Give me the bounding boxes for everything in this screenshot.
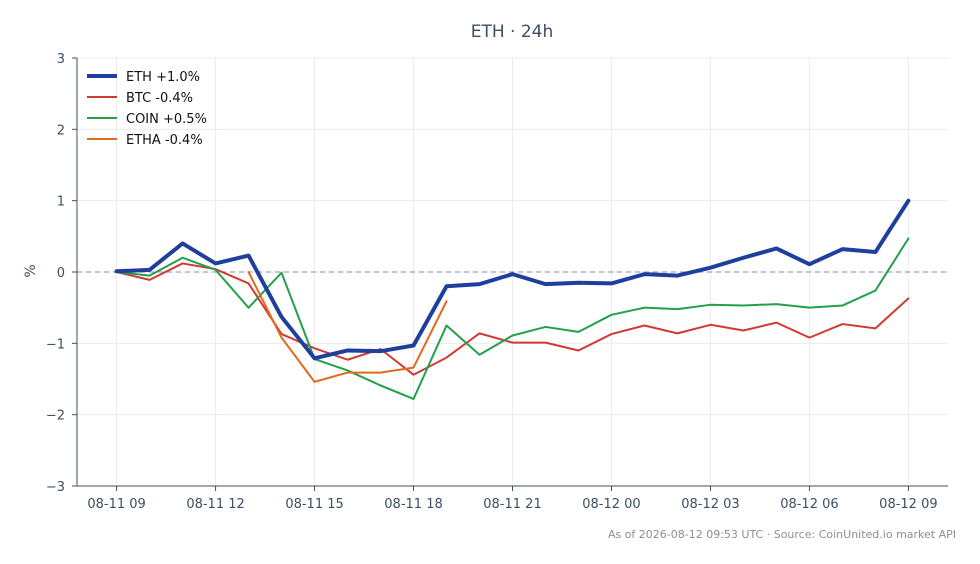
y-tick-label-4: 1 xyxy=(57,195,65,210)
y-tick-label-0: −3 xyxy=(46,480,65,495)
legend-label-coin: COIN +0.5% xyxy=(126,112,207,127)
y-tick-label-5: 2 xyxy=(57,123,65,138)
x-tick-label-6: 08-12 03 xyxy=(681,497,739,512)
series-line-coin xyxy=(115,237,910,400)
x-tick-label-2: 08-11 15 xyxy=(285,497,343,512)
y-tick-label-6: 3 xyxy=(57,52,65,67)
x-ticks: 08-11 09 08-11 12 08-11 15 08-11 18 08-11 21… xyxy=(87,486,938,512)
legend: ETH +1.0% BTC -0.4% COIN +0.5% ETHA -0.4% xyxy=(87,70,207,148)
x-tick-label-0: 08-11 09 xyxy=(87,497,145,512)
y-tick-label-3: 0 xyxy=(57,266,65,281)
x-tick-label-7: 08-12 06 xyxy=(780,497,838,512)
x-tick-label-1: 08-11 12 xyxy=(186,497,244,512)
legend-label-eth: ETH +1.0% xyxy=(126,70,200,85)
series-lines xyxy=(114,198,911,400)
footer-note: As of 2026-08-12 09:53 UTC · Source: Coi… xyxy=(608,528,956,541)
y-tick-label-1: −2 xyxy=(46,409,65,424)
x-tick-label-3: 08-11 18 xyxy=(384,497,442,512)
legend-label-btc: BTC -0.4% xyxy=(126,91,193,106)
legend-label-etha: ETHA -0.4% xyxy=(126,133,203,148)
series-line-eth xyxy=(114,198,911,361)
chart-title: ETH · 24h xyxy=(471,22,554,42)
x-tick-label-5: 08-12 00 xyxy=(582,497,640,512)
x-tick-label-4: 08-11 21 xyxy=(483,497,541,512)
series-line-etha xyxy=(247,271,448,383)
x-tick-label-8: 08-12 09 xyxy=(879,497,937,512)
series-line-btc xyxy=(115,262,910,376)
y-axis-label: % xyxy=(23,264,39,277)
y-tick-label-2: −1 xyxy=(46,337,65,352)
y-ticks: −3 −2 −1 0 1 2 3 xyxy=(46,52,77,495)
